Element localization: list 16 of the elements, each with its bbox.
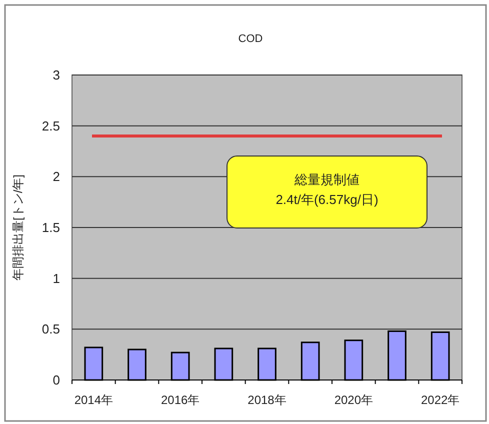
- y-tick-label: 0: [52, 372, 60, 388]
- y-tick-label: 1: [52, 270, 60, 286]
- x-tick-label: 2016年: [160, 393, 200, 407]
- y-tick-label: 0.5: [42, 322, 60, 337]
- x-tick-label: 2014年: [74, 393, 114, 407]
- x-tick-label: 2022年: [420, 393, 460, 407]
- y-axis-title: 年間排出量[トン/年]: [11, 174, 25, 281]
- y-tick-label: 1.5: [42, 220, 60, 236]
- y-tick-label: 2: [52, 169, 60, 184]
- x-tick-label: 2020年: [334, 393, 374, 407]
- chart-title: COD: [238, 33, 263, 45]
- y-tick-label: 2.5: [42, 118, 60, 134]
- callout-box: 総量規制値 2.4t/年(6.57kg/日): [226, 156, 428, 228]
- x-tick-label: 2018年: [248, 393, 286, 407]
- ref-line-label: 総量規制値 2.4t/年(6.57kg/日): [276, 172, 378, 207]
- y-tick-label: 3: [52, 68, 60, 83]
